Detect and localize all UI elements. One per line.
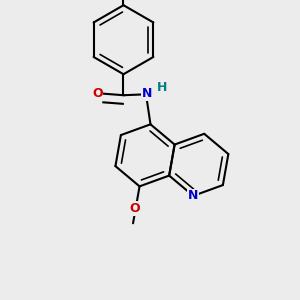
Text: N: N (142, 87, 152, 100)
Text: O: O (92, 87, 103, 100)
Text: O: O (129, 202, 140, 215)
Text: H: H (157, 81, 168, 94)
Text: N: N (188, 189, 199, 202)
